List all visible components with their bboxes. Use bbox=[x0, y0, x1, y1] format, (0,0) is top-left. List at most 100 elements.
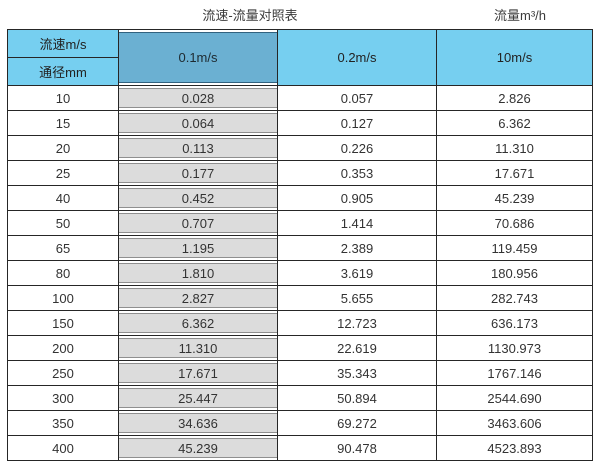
flow-value-cell-0p2ms: 0.905 bbox=[277, 185, 437, 211]
highlighted-value: 0.113 bbox=[119, 138, 277, 158]
column-header-0p2ms: 0.2m/s bbox=[277, 29, 437, 86]
diameter-cell: 150 bbox=[7, 310, 119, 336]
table-row: 150 6.362 12.723 636.173 bbox=[7, 310, 593, 336]
highlighted-value: 0.177 bbox=[119, 163, 277, 183]
flow-value-cell-10ms: 636.173 bbox=[436, 310, 593, 336]
flow-value-cell-0p2ms: 12.723 bbox=[277, 310, 437, 336]
diameter-cell: 80 bbox=[7, 260, 119, 286]
highlighted-value: 34.636 bbox=[119, 413, 277, 433]
table-row: 25 0.177 0.353 17.671 bbox=[7, 160, 593, 186]
flow-value-cell-10ms: 282.743 bbox=[436, 285, 593, 311]
corner-header-diameter: 通径mm bbox=[7, 57, 119, 86]
diameter-cell: 25 bbox=[7, 160, 119, 186]
flow-value-cell-0p1ms: 1.810 bbox=[118, 260, 278, 286]
diameter-cell: 250 bbox=[7, 360, 119, 386]
diameter-cell: 200 bbox=[7, 335, 119, 361]
flow-value-cell-0p1ms: 11.310 bbox=[118, 335, 278, 361]
flow-value-cell-0p2ms: 0.057 bbox=[277, 85, 437, 111]
highlighted-value: 1.810 bbox=[119, 263, 277, 283]
corner-header-velocity: 流速m/s bbox=[7, 29, 119, 58]
table-row: 50 0.707 1.414 70.686 bbox=[7, 210, 593, 236]
flow-value-cell-10ms: 2544.690 bbox=[436, 385, 593, 411]
table-title: 流速-流量对照表 bbox=[202, 8, 298, 23]
flow-value-cell-10ms: 119.459 bbox=[436, 235, 593, 261]
flow-value-cell-0p1ms: 0.064 bbox=[118, 110, 278, 136]
highlighted-value: 2.827 bbox=[119, 288, 277, 308]
diameter-cell: 100 bbox=[7, 285, 119, 311]
flow-value-cell-0p1ms: 0.452 bbox=[118, 185, 278, 211]
highlighted-value: 0.064 bbox=[119, 113, 277, 133]
flow-value-cell-0p1ms: 0.113 bbox=[118, 135, 278, 161]
flow-value-cell-0p1ms: 17.671 bbox=[118, 360, 278, 386]
flow-value-cell-10ms: 11.310 bbox=[436, 135, 593, 161]
diameter-cell: 300 bbox=[7, 385, 119, 411]
flow-value-cell-0p2ms: 50.894 bbox=[277, 385, 437, 411]
flow-value-cell-0p2ms: 0.127 bbox=[277, 110, 437, 136]
flow-value-cell-0p1ms: 34.636 bbox=[118, 410, 278, 436]
table-row: 400 45.239 90.478 4523.893 bbox=[7, 435, 593, 461]
diameter-cell: 10 bbox=[7, 85, 119, 111]
table-row: 80 1.810 3.619 180.956 bbox=[7, 260, 593, 286]
table-row: 100 2.827 5.655 282.743 bbox=[7, 285, 593, 311]
highlighted-value: 17.671 bbox=[119, 363, 277, 383]
flow-value-cell-10ms: 1767.146 bbox=[436, 360, 593, 386]
diameter-cell: 40 bbox=[7, 185, 119, 211]
highlighted-value: 0.707 bbox=[119, 213, 277, 233]
flow-value-cell-10ms: 2.826 bbox=[436, 85, 593, 111]
flow-rate-table: 流速m/s 0.1m/s 0.2m/s 10m/s 通径mm 10 0.028 … bbox=[7, 29, 593, 461]
flow-unit-label: 流量m³/h bbox=[493, 8, 546, 23]
table-row: 200 11.310 22.619 1130.973 bbox=[7, 335, 593, 361]
table-header: 流速m/s 0.1m/s 0.2m/s 10m/s 通径mm bbox=[7, 29, 593, 86]
flow-value-cell-0p1ms: 0.177 bbox=[118, 160, 278, 186]
flow-value-cell-10ms: 180.956 bbox=[436, 260, 593, 286]
flow-value-cell-0p1ms: 6.362 bbox=[118, 310, 278, 336]
highlighted-value: 1.195 bbox=[119, 238, 277, 258]
highlighted-value: 45.239 bbox=[119, 438, 277, 458]
highlighted-value: 6.362 bbox=[119, 313, 277, 333]
diameter-cell: 15 bbox=[7, 110, 119, 136]
flow-value-cell-0p2ms: 1.414 bbox=[277, 210, 437, 236]
flow-value-cell-10ms: 45.239 bbox=[436, 185, 593, 211]
flow-value-cell-10ms: 17.671 bbox=[436, 160, 593, 186]
flow-value-cell-0p2ms: 0.226 bbox=[277, 135, 437, 161]
flow-value-cell-10ms: 4523.893 bbox=[436, 435, 593, 461]
column-header-10ms: 10m/s bbox=[436, 29, 593, 86]
table-row: 40 0.452 0.905 45.239 bbox=[7, 185, 593, 211]
flow-value-cell-0p1ms: 2.827 bbox=[118, 285, 278, 311]
flow-value-cell-0p2ms: 3.619 bbox=[277, 260, 437, 286]
flow-value-cell-0p1ms: 0.707 bbox=[118, 210, 278, 236]
flow-value-cell-10ms: 6.362 bbox=[436, 110, 593, 136]
flow-value-cell-0p2ms: 5.655 bbox=[277, 285, 437, 311]
flow-value-cell-0p1ms: 25.447 bbox=[118, 385, 278, 411]
table-row: 10 0.028 0.057 2.826 bbox=[7, 85, 593, 111]
flow-value-cell-0p2ms: 0.353 bbox=[277, 160, 437, 186]
diameter-cell: 65 bbox=[7, 235, 119, 261]
flow-value-cell-0p1ms: 45.239 bbox=[118, 435, 278, 461]
caption-bar: 流速-流量对照表 流量m³/h bbox=[0, 0, 600, 28]
flow-value-cell-10ms: 1130.973 bbox=[436, 335, 593, 361]
highlighted-value: 0.452 bbox=[119, 188, 277, 208]
highlighted-value: 25.447 bbox=[119, 388, 277, 408]
highlighted-value: 0.028 bbox=[119, 88, 277, 108]
table-row: 65 1.195 2.389 119.459 bbox=[7, 235, 593, 261]
flow-value-cell-0p1ms: 0.028 bbox=[118, 85, 278, 111]
diameter-cell: 50 bbox=[7, 210, 119, 236]
table-row: 250 17.671 35.343 1767.146 bbox=[7, 360, 593, 386]
highlighted-column-header: 0.1m/s bbox=[119, 32, 277, 83]
flow-value-cell-0p2ms: 90.478 bbox=[277, 435, 437, 461]
column-header-0p1ms: 0.1m/s bbox=[118, 29, 278, 86]
table-row: 350 34.636 69.272 3463.606 bbox=[7, 410, 593, 436]
flow-value-cell-10ms: 70.686 bbox=[436, 210, 593, 236]
table-row: 300 25.447 50.894 2544.690 bbox=[7, 385, 593, 411]
table-row: 15 0.064 0.127 6.362 bbox=[7, 110, 593, 136]
flow-value-cell-0p2ms: 2.389 bbox=[277, 235, 437, 261]
flow-value-cell-0p2ms: 22.619 bbox=[277, 335, 437, 361]
diameter-cell: 350 bbox=[7, 410, 119, 436]
diameter-cell: 400 bbox=[7, 435, 119, 461]
table-body: 10 0.028 0.057 2.826 15 0.064 0.127 6.36… bbox=[7, 85, 593, 461]
highlighted-value: 11.310 bbox=[119, 338, 277, 358]
flow-value-cell-0p1ms: 1.195 bbox=[118, 235, 278, 261]
flow-value-cell-10ms: 3463.606 bbox=[436, 410, 593, 436]
flow-value-cell-0p2ms: 35.343 bbox=[277, 360, 437, 386]
